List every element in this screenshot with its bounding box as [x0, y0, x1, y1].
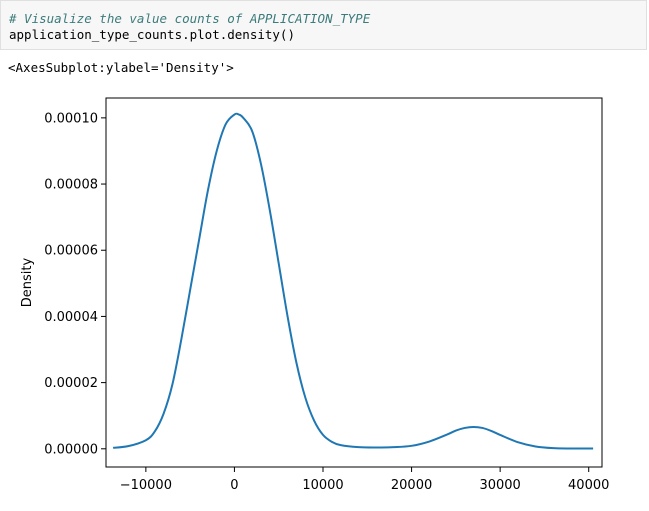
x-tick-label: 0 [230, 478, 238, 493]
code-line: application_type_counts.plot.density() [9, 27, 295, 42]
density-plot: 0.00000 0.00002 0.00004 0.00006 0.00008 0.000… [20, 97, 609, 493]
y-axis: 0.00000 0.00002 0.00004 0.00006 0.00008 0.000… [44, 111, 106, 457]
code-comment: # Visualize the value counts of APPLICAT… [9, 11, 371, 26]
axes-frame [105, 97, 603, 468]
y-axis-label: Density [20, 257, 35, 307]
output-repr: <AxesSubplot:ylabel='Density'> [8, 60, 234, 75]
y-tick-label: 0.00008 [44, 178, 98, 193]
y-tick-label: 0.00004 [44, 310, 98, 325]
density-line [112, 112, 594, 450]
y-tick-label: 0.00006 [44, 244, 98, 259]
x-tick-label: 40000 [568, 478, 609, 493]
y-tick-label: 0.00000 [44, 442, 98, 457]
x-tick-label: −10000 [120, 478, 172, 493]
x-tick-label: 20000 [391, 478, 432, 493]
x-axis: −10000 0 10000 20000 30000 40000 [120, 467, 609, 493]
code-cell[interactable]: # Visualize the value counts of APPLICAT… [0, 0, 647, 50]
y-tick-label: 0.00002 [44, 376, 98, 391]
x-tick-label: 10000 [302, 478, 343, 493]
x-tick-label: 30000 [479, 478, 520, 493]
y-tick-label: 0.00010 [44, 111, 98, 126]
